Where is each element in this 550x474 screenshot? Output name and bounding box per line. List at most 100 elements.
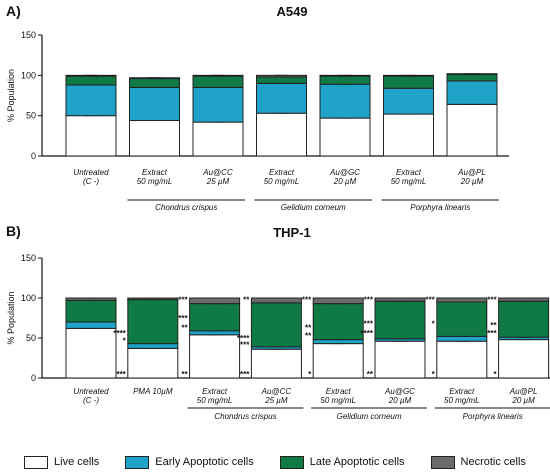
chart-2-y-tick-label: 50 [26, 333, 36, 343]
chart-2-bar-live-1 [65, 327, 117, 379]
chart-2-significance-marker: ** [490, 321, 497, 330]
chart-2-x-tick-label-3: 50 mg/mL [197, 396, 233, 405]
chart-2-significance-marker: **** [113, 329, 126, 338]
chart-2-x-tick-label-1: (C -) [83, 396, 99, 405]
chart-1-bar-late-4 [256, 76, 307, 84]
chart-2-bar-live-3 [189, 334, 241, 379]
chart-2-significance-marker: * [493, 370, 497, 379]
chart-1-x-tick-label-3: Au@CC [202, 168, 233, 177]
chart-2-significance-marker: * [308, 370, 312, 379]
chart-2-bar-late-5 [312, 303, 364, 341]
chart-2-bar-early-1 [65, 321, 117, 329]
legend: Live cells Early Apoptotic cells Late Ap… [0, 452, 550, 472]
legend-swatch-necrotic [430, 455, 455, 469]
chart-2-significance-marker: *** [240, 340, 250, 349]
chart-1-bar-late-3 [192, 75, 244, 88]
chart-2-bar-late-1 [65, 299, 117, 323]
chart-1-y-tick-label: 100 [21, 70, 36, 80]
chart-2-bar-late-3 [189, 303, 241, 332]
chart-1-x-tick-label-7: Au@PL [457, 168, 486, 177]
chart-1-bar-late-5 [319, 75, 371, 85]
chart-2-significance-marker: ** [305, 332, 312, 341]
chart-2-group-label-3: Porphyra linearis [463, 412, 523, 421]
chart-1-x-tick-label-2: Extract [142, 168, 168, 177]
chart-2-x-tick-label-7: Extract [449, 387, 475, 396]
chart-1-bar-live-3 [192, 121, 244, 157]
chart-1-bar-early-7 [446, 80, 498, 105]
chart-1-bar-live-7 [446, 103, 498, 157]
chart-2-bar-early-5 [312, 339, 364, 345]
chart-1-x-tick-label-1: Untreated [73, 168, 109, 177]
chart-1-y-tick-label: 50 [26, 111, 36, 121]
chart-1-bar-early-4 [256, 82, 307, 114]
chart-2-y-label: % Population [6, 291, 16, 344]
chart-2-significance-marker: *** [302, 296, 312, 305]
chart-2-y-tick-label: 100 [21, 293, 36, 303]
chart-1-x-tick-label-2: 50 mg/mL [137, 177, 173, 186]
chart-2-significance-marker: **** [361, 329, 374, 338]
chart-2-significance-marker: *** [178, 296, 188, 305]
chart-2-bar-live-5 [312, 343, 364, 379]
chart-1-x-tick-label-4: 50 mg/mL [264, 177, 300, 186]
chart-1-group-label-2: Gelidium corneum [281, 203, 346, 212]
chart-1-x-tick-label-5: Au@GC [329, 168, 360, 177]
chart-2-x-tick-label-8: 20 µM [511, 396, 535, 405]
chart-1-bar-late-2 [129, 78, 180, 88]
chart-1-panel-label: A) [6, 3, 21, 19]
legend-swatch-late [279, 455, 304, 469]
chart-2-significance-marker: ** [181, 324, 188, 333]
chart-2-panel-label: B) [6, 223, 21, 239]
chart-2-significance-marker: ** [243, 296, 250, 305]
chart-2-bar-late-2 [127, 299, 179, 345]
chart-2-significance-marker: * [432, 370, 436, 379]
chart-2-x-tick-label-1: Untreated [73, 387, 109, 396]
chart-1-bar-late-7 [446, 74, 498, 82]
chart-2-x-tick-label-5: Extract [326, 387, 352, 396]
chart-2-significance-marker: *** [425, 296, 435, 305]
chart-1-x-tick-label-7: 20 µM [460, 177, 484, 186]
legend-swatch-live [24, 455, 49, 469]
legend-label-necrotic: Necrotic cells [460, 456, 526, 468]
chart-2-significance-marker: *** [116, 370, 126, 379]
chart-2-bar-live-8 [498, 339, 550, 379]
chart-2-bar-necrotic-5 [312, 297, 364, 305]
legend-label-early: Early Apoptotic cells [155, 456, 254, 468]
chart-2-significance-marker: *** [487, 329, 497, 338]
chart-1-bar-live-2 [129, 120, 180, 157]
chart-1-bar-early-3 [192, 86, 244, 123]
chart-2-significance-marker: *** [240, 370, 250, 379]
chart-1-bar-early-2 [129, 86, 180, 122]
legend-item-late: Late Apoptotic cells [279, 455, 405, 469]
chart-2-significance-marker: ** [181, 370, 188, 379]
chart-2-bar-early-7 [436, 335, 488, 342]
chart-2-bar-live-7 [436, 340, 488, 379]
chart-1-bar-early-1 [65, 84, 117, 117]
chart-2-bar-live-6 [374, 340, 426, 379]
chart-1-group-label-3: Porphyra linearis [410, 203, 470, 212]
legend-swatch-early [125, 455, 150, 469]
chart-2-x-tick-label-4: 25 µM [264, 396, 288, 405]
chart-2-significance-marker: * [432, 320, 436, 329]
chart-1-x-tick-label-4: Extract [269, 168, 295, 177]
chart-2-bar-necrotic-3 [189, 297, 241, 305]
chart-1-y-label: % Population [6, 69, 16, 122]
chart-1-x-tick-label-6: Extract [396, 168, 422, 177]
chart-2-significance-marker: *** [487, 296, 497, 305]
chart-2-significance-marker: **** [237, 334, 250, 343]
legend-item-necrotic: Necrotic cells [430, 455, 526, 469]
chart-2-title: THP-1 [273, 225, 311, 240]
chart-1-x-tick-label-1: (C -) [83, 177, 99, 186]
legend-item-live: Live cells [24, 455, 100, 469]
chart-2-x-tick-label-6: 20 µM [388, 396, 412, 405]
chart-2-x-tick-label-3: Extract [202, 387, 228, 396]
chart-1-bar-live-4 [256, 112, 307, 157]
chart-2-significance-marker: *** [364, 320, 374, 329]
legend-label-late: Late Apoptotic cells [309, 456, 405, 468]
chart-1-bar-late-1 [65, 75, 117, 86]
legend-label-live: Live cells [54, 456, 100, 468]
chart-2-y-tick-label: 150 [21, 253, 36, 263]
chart-2-bar-late-6 [374, 300, 426, 340]
chart-1-group-label-1: Chondrus crispus [155, 203, 217, 212]
legend-item-early: Early Apoptotic cells [125, 455, 254, 469]
chart-2-bar-late-4 [250, 302, 302, 348]
